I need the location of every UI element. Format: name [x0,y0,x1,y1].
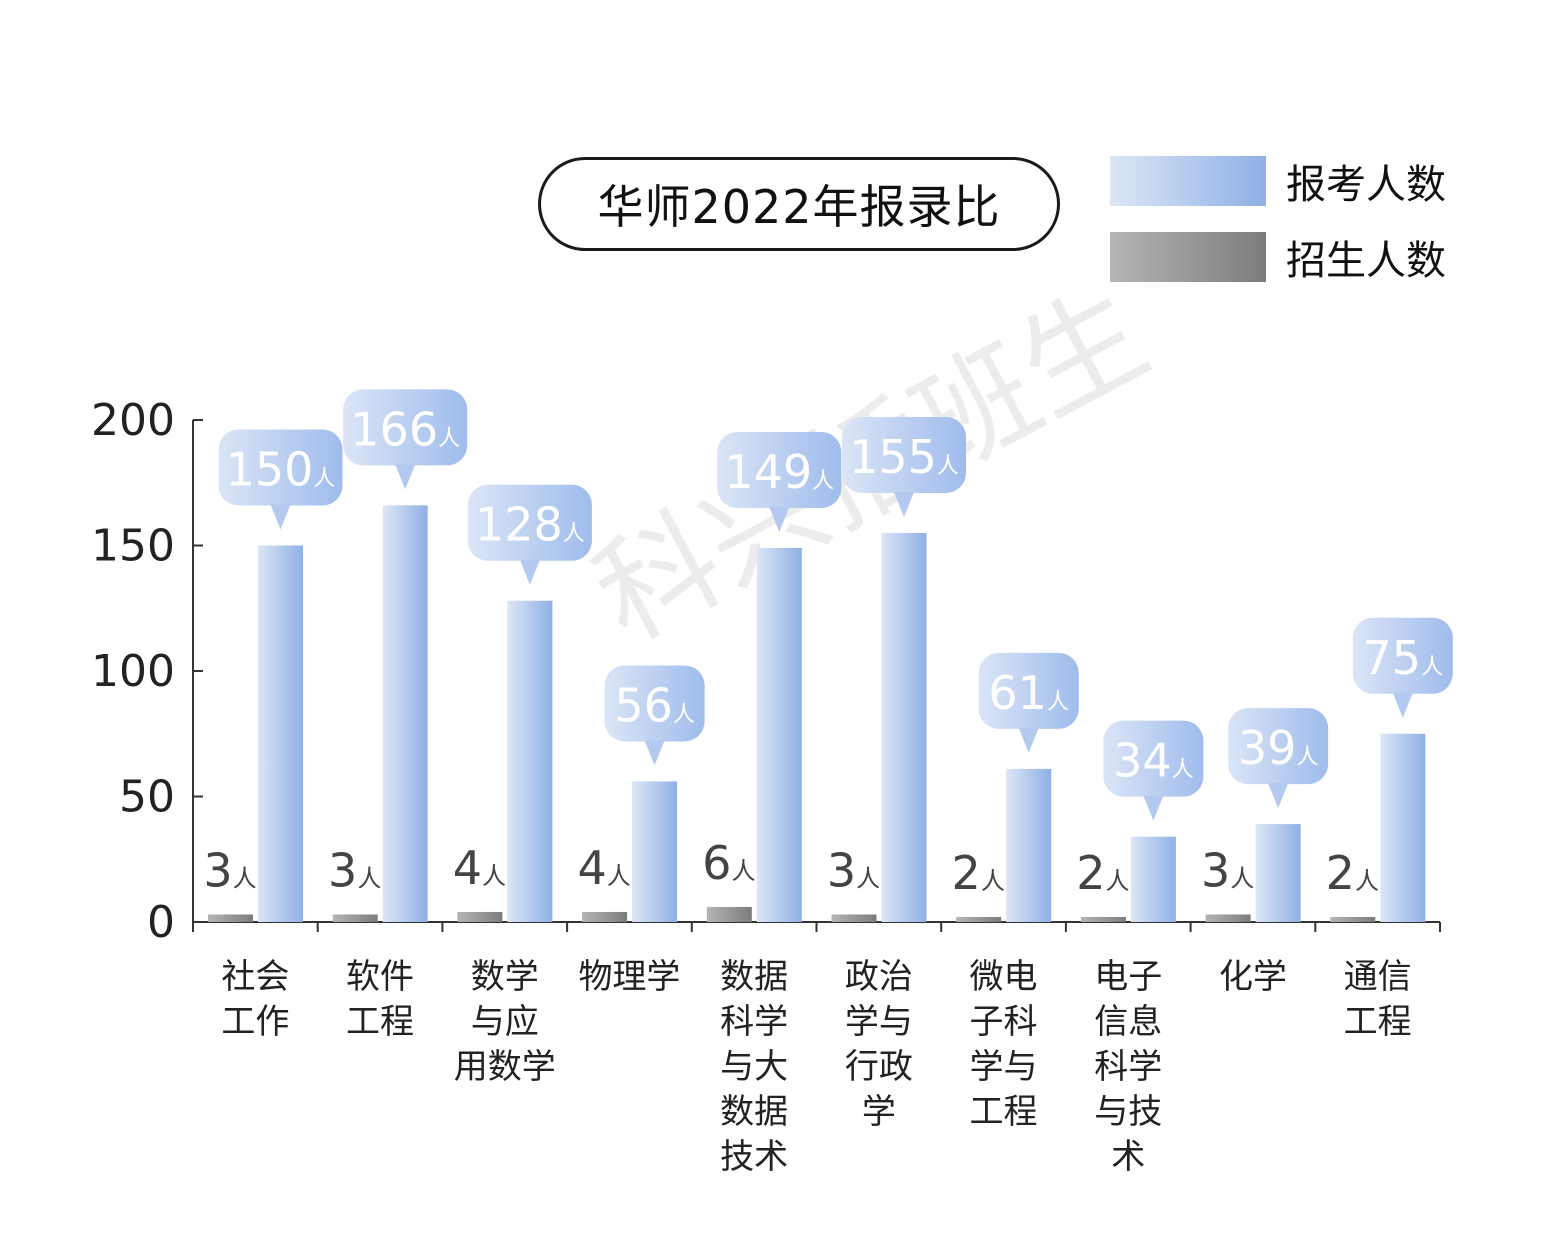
bar-applicants [507,600,553,922]
bar-applicants [258,545,303,922]
x-tick-label: 社会 工作 [221,957,290,1042]
callout-bubble [1228,708,1329,785]
bar-applicants [881,532,927,922]
data-label-applicants: 150人 [218,429,343,530]
bar-enrolled [956,916,1002,922]
legend-label-applicants: 报考人数 [1286,162,1446,208]
data-label-enrolled: 3人 [1201,843,1254,897]
callout-text: 75人 [1363,631,1444,685]
legend-swatch-applicants [1110,156,1266,206]
data-label-enrolled: 6人 [702,836,755,890]
callout-pointer [644,740,665,766]
legend-swatch-enrolled [1110,232,1266,282]
data-label-applicants: 34人 [1103,720,1204,821]
data-label-applicants: 149人 [717,432,842,533]
x-tick-label: 数学 与应 用数学 [453,957,556,1087]
bar-enrolled [457,911,503,922]
y-tick-label: 50 [119,772,175,823]
callout-text: 128人 [475,498,585,552]
bar-enrolled [706,906,752,922]
data-label-applicants: 155人 [842,416,966,517]
callout-text: 39人 [1238,721,1319,775]
callout-pointer [270,504,291,530]
data-labels: 3人 150人 3人 166人 4人 128人 4人 56人 6人 149人 3人 155人 2人 61人… [203,389,1453,900]
y-tick-label: 150 [91,521,175,572]
callout-bubble [343,389,468,466]
bar-applicants [1006,768,1052,922]
bar-enrolled [1330,916,1376,922]
callout-text: 56人 [614,678,695,732]
callout-pointer [395,464,416,490]
data-label-applicants: 61人 [978,652,1079,753]
callout-text: 150人 [226,443,336,497]
y-tick-label: 0 [147,897,175,948]
data-label-enrolled: 3人 [827,843,880,897]
x-tick-label: 软件 工程 [346,957,415,1042]
chart-title: 华师2022年报录比 [538,157,1060,251]
callout-pointer [1018,727,1039,753]
bar-applicants [632,781,678,922]
data-label-enrolled: 2人 [1326,846,1379,900]
bar-enrolled [831,914,877,922]
bar-enrolled [332,914,378,922]
legend-label-enrolled: 招生人数 [1286,238,1446,284]
x-tick-label: 电子 信息 科学 与技 术 [1094,957,1163,1177]
callout-bubble [1103,720,1204,797]
data-label-enrolled: 3人 [203,843,256,897]
callout-text: 155人 [849,430,959,484]
legend-item-applicants: 报考人数 [1110,152,1446,210]
bar-enrolled [1205,914,1251,922]
data-label-applicants: 56人 [604,665,705,766]
callout-bubble [604,665,705,742]
bar-applicants [382,505,428,922]
y-tick-label: 100 [91,646,175,697]
callout-bubble [978,652,1079,729]
bar-enrolled [1080,916,1126,922]
legend-item-enrolled: 招生人数 [1110,228,1446,286]
bar-enrolled [582,911,628,922]
callout-bubble [717,432,842,509]
callout-pointer [1392,692,1413,718]
callout-pointer [769,507,790,533]
y-tick-label: 200 [91,395,175,446]
x-tick-label: 通信 工程 [1343,957,1412,1042]
callout-bubble [467,484,592,561]
data-label-enrolled: 2人 [1076,846,1129,900]
x-tick-label: 政治 学与 行政 学 [844,957,913,1132]
callout-pointer [519,559,540,585]
callout-bubble [218,429,343,506]
x-tick-label: 数据 科学 与大 数据 技术 [720,957,789,1177]
x-tick-label: 化学 [1218,957,1287,997]
data-label-applicants: 75人 [1352,617,1453,718]
data-label-applicants: 166人 [343,389,468,490]
bar-applicants [756,548,802,922]
data-label-applicants: 128人 [467,484,592,585]
data-label-enrolled: 4人 [577,841,630,895]
callout-text: 166人 [350,402,460,456]
bar-applicants [1380,733,1426,922]
callout-bubble [1352,617,1453,694]
callout-text: 149人 [724,445,834,499]
data-label-enrolled: 3人 [328,843,381,897]
bar-applicants [1255,824,1301,922]
bars [208,505,1426,922]
x-tick-label: 微电 子科 学与 工程 [969,957,1038,1132]
callout-text: 34人 [1113,734,1194,788]
callout-text: 61人 [988,666,1069,720]
callout-pointer [894,491,914,517]
x-tick-label: 物理学 [578,957,681,997]
callout-pointer [1143,795,1164,821]
data-label-enrolled: 2人 [952,846,1005,900]
callout-bubble [842,416,966,493]
data-label-applicants: 39人 [1228,708,1329,809]
bar-applicants [1130,836,1176,922]
callout-pointer [1268,783,1289,809]
bar-enrolled [208,914,253,922]
data-label-enrolled: 4人 [453,841,506,895]
